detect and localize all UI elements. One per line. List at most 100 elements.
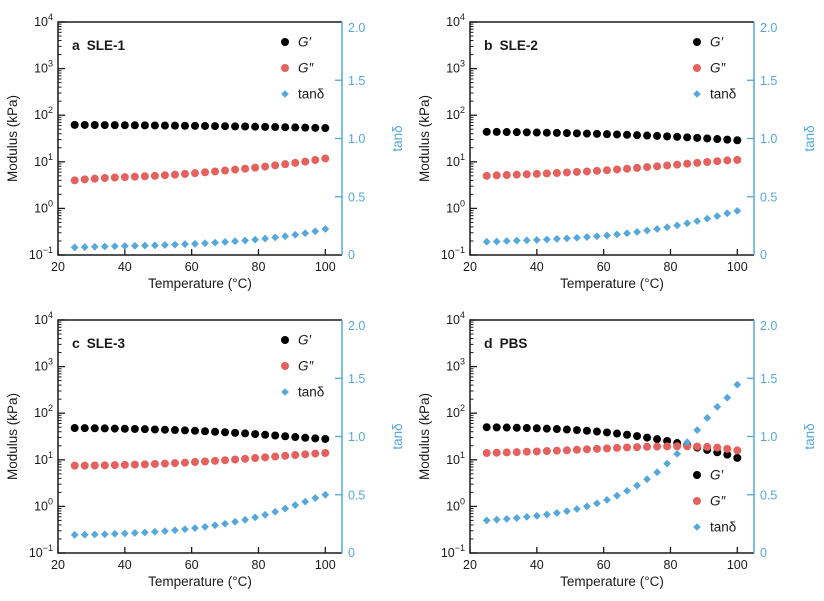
- y-right-tick-label: 2.0: [760, 319, 777, 333]
- y-right-tick-label: 0: [348, 248, 355, 262]
- chart-a: 104 103 102 101 100 10−120 40 60 80 100 2.0 1.5 1.0 0…: [5, 12, 405, 291]
- x-tick-label: 60: [185, 558, 199, 572]
- x-tick-label: 60: [597, 260, 611, 274]
- y-left-tick-label: 104: [34, 310, 53, 327]
- y-left-tick-label: 102: [34, 403, 53, 420]
- legend: G′ G″ tanδ: [693, 35, 736, 102]
- y-left-tick-label: 10−1: [29, 543, 53, 560]
- y-left-tick-label: 102: [446, 403, 465, 420]
- y-axis-right: 2.0 1.5 1.0 0.5 0: [335, 319, 365, 560]
- y-right-tick-label: 2.0: [760, 21, 777, 35]
- x-axis: 20 40 60 80 100: [51, 249, 336, 274]
- legend-label: G′: [710, 35, 724, 50]
- y-right-tick-label: 2.0: [348, 21, 365, 35]
- x-tick-label: 20: [51, 260, 65, 274]
- chart-d: 104 103 102 101 100 10−120 40 60 80 100 2.0 1.5 1.0 0…: [417, 310, 817, 589]
- x-tick-label: 100: [315, 260, 336, 274]
- y-left-tick-label: 10−1: [29, 245, 53, 262]
- y-left-tick-label: 100: [34, 198, 53, 215]
- x-tick-label: 20: [51, 558, 65, 572]
- y-right-tick-label: 0: [760, 248, 767, 262]
- legend-marker: [693, 471, 701, 479]
- y-right-axis-title: tanδ: [802, 125, 817, 151]
- legend-marker: [693, 497, 701, 505]
- y-axis-left: 104 103 102 101 100 10−1: [441, 310, 477, 560]
- legend-marker: [693, 38, 701, 46]
- y-left-tick-label: 104: [34, 12, 53, 29]
- legend-marker: [281, 90, 289, 98]
- panel-c-sle3: 104 103 102 101 100 10−1 20 40 60 80 100 2.0 1.5 1.0 0…: [0, 298, 412, 596]
- y-right-tick-label: 1.5: [760, 372, 777, 386]
- y-right-tick-label: 1.5: [348, 372, 365, 386]
- series-g-prime: [70, 120, 330, 133]
- series-tan-delta: [482, 206, 742, 246]
- y-right-axis-title: tanδ: [390, 423, 405, 449]
- legend-marker: [693, 523, 701, 531]
- x-tick-label: 40: [530, 260, 544, 274]
- chart-b: 104 103 102 101 100 10−120 40 60 80 100 2.0 1.5 1.0 0…: [417, 12, 817, 291]
- series-g-prime: [70, 424, 330, 443]
- y-left-tick-label: 10−1: [441, 245, 465, 262]
- legend: G′ G″ tanδ: [281, 333, 324, 400]
- x-axis: 20 40 60 80 100: [463, 547, 748, 572]
- legend-label: G′: [710, 468, 724, 483]
- y-left-tick-label: 101: [446, 152, 465, 169]
- panel-label: c SLE-3: [72, 335, 126, 351]
- y-right-tick-label: 0.5: [760, 190, 777, 204]
- y-left-axis-title: Modulus (kPa): [5, 95, 20, 182]
- x-tick-label: 60: [597, 558, 611, 572]
- y-right-tick-label: 0.5: [760, 488, 777, 502]
- y-right-tick-label: 1.0: [348, 430, 365, 444]
- y-left-tick-label: 100: [34, 496, 53, 513]
- legend-label: G″: [710, 61, 727, 76]
- y-left-tick-label: 104: [446, 12, 465, 29]
- x-tick-label: 80: [252, 260, 266, 274]
- panel-a-sle1: 104 103 102 101 100 10−1 20 40 60 80 100 2.0 1.5 1.0 0…: [0, 0, 412, 298]
- x-axis: 20 40 60 80 100: [51, 547, 336, 572]
- axes: [57, 319, 343, 554]
- legend-marker: [281, 38, 289, 46]
- y-right-tick-label: 0: [348, 546, 355, 560]
- y-axis-left: 104 103 102 101 100 10−1: [29, 310, 65, 560]
- legend-marker: [693, 64, 701, 72]
- x-tick-label: 20: [463, 558, 477, 572]
- y-left-axis-title: Modulus (kPa): [417, 393, 432, 480]
- series-g-prime: [482, 127, 742, 145]
- legend-label: tanδ: [710, 87, 736, 102]
- panel-d-pbs: 104 103 102 101 100 10−1 20 40 60 80 100 2.0 1.5 1.0 0…: [412, 298, 824, 596]
- x-axis-title: Temperature (°C): [560, 574, 664, 589]
- y-left-tick-label: 101: [34, 152, 53, 169]
- y-right-tick-label: 1.0: [348, 132, 365, 146]
- y-left-axis-title: Modulus (kPa): [417, 95, 432, 182]
- y-left-tick-label: 103: [446, 357, 465, 374]
- y-left-tick-label: 100: [446, 496, 465, 513]
- y-left-tick-label: 103: [446, 59, 465, 76]
- legend-marker: [281, 362, 289, 370]
- y-right-tick-label: 1.5: [348, 74, 365, 88]
- y-left-tick-label: 100: [446, 198, 465, 215]
- legend-label: G′: [298, 333, 312, 348]
- y-left-axis-title: Modulus (kPa): [5, 393, 20, 480]
- y-left-tick-label: 102: [446, 105, 465, 122]
- x-axis: 20 40 60 80 100: [463, 249, 748, 274]
- legend: G′ G″ tanδ: [281, 35, 324, 102]
- axes: [469, 21, 755, 256]
- series-g-double-prime: [70, 154, 330, 185]
- legend-label: G″: [298, 359, 315, 374]
- legend-label: G′: [298, 35, 312, 50]
- panel-label: a SLE-1: [72, 37, 126, 53]
- y-right-axis-title: tanδ: [802, 423, 817, 449]
- y-right-tick-label: 1.0: [760, 430, 777, 444]
- x-axis-title: Temperature (°C): [148, 276, 252, 291]
- x-axis-title: Temperature (°C): [560, 276, 664, 291]
- y-axis-right: 2.0 1.5 1.0 0.5 0: [335, 21, 365, 262]
- series-g-double-prime: [482, 442, 742, 457]
- legend-label: tanδ: [298, 87, 324, 102]
- x-tick-label: 40: [118, 260, 132, 274]
- x-tick-label: 60: [185, 260, 199, 274]
- x-tick-label: 80: [252, 558, 266, 572]
- y-left-tick-label: 102: [34, 105, 53, 122]
- x-tick-label: 20: [463, 260, 477, 274]
- axes: [469, 319, 755, 554]
- series-g-double-prime: [70, 448, 330, 470]
